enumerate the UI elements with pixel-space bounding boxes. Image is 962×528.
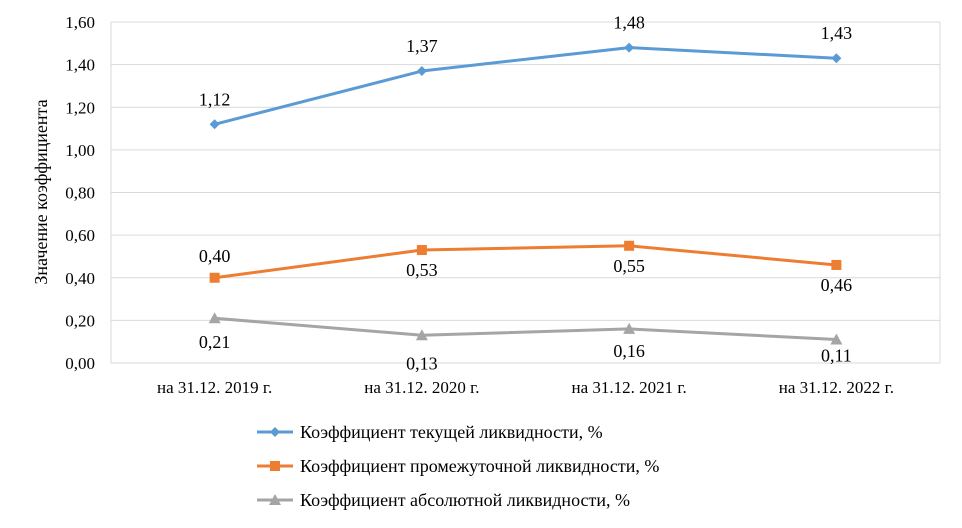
series-0-point-2 (624, 42, 635, 53)
data-label-1-3: 0,46 (821, 275, 853, 295)
y-tick-label-8: 1,60 (65, 13, 95, 32)
series-1-point-0 (209, 272, 220, 283)
gridlines (110, 21, 941, 364)
series-line-0 (213, 46, 838, 126)
series-line-2 (213, 316, 838, 342)
data-label-0-1: 1,37 (406, 36, 438, 56)
data-label-2-2: 0,16 (613, 341, 645, 361)
series-1 (209, 240, 842, 283)
y-tick-label-6: 1,20 (65, 98, 95, 117)
legend-label-1: Коэффициент промежуточной ликвидности, % (300, 456, 659, 476)
x-tick-label-3: на 31.12. 2022 г. (779, 378, 894, 397)
legend-marker-2 (269, 494, 281, 505)
y-tick-label-7: 1,40 (65, 56, 95, 75)
legend-marker-1 (270, 461, 280, 471)
data-labels: 1,12 1,37 1,48 1,43 0,40 0,53 0,55 0,46 0,21 0,13… (199, 13, 852, 374)
y-tick-label-4: 0,80 (65, 184, 95, 203)
legend-label-0: Коэффициент текущей ликвидности, % (300, 422, 603, 442)
x-tick-label-0: на 31.12. 2019 г. (157, 378, 272, 397)
data-label-2-3: 0,11 (821, 346, 852, 366)
legend: Коэффициент текущей ликвидности, % Коэффи… (257, 422, 659, 510)
series-2-point-3 (830, 333, 843, 345)
y-axis-title: Значение коэффициента (31, 99, 51, 284)
legend-label-2: Коэффициент абсолютной ликвидности, % (300, 490, 630, 510)
x-tick-label-2: на 31.12. 2021 г. (572, 378, 687, 397)
series-2-point-0 (208, 312, 221, 324)
series-0 (209, 42, 842, 130)
legend-item-1: Коэффициент промежуточной ликвидности, % (257, 456, 659, 476)
series-2 (208, 312, 843, 345)
y-axis-ticks: 0,00 0,20 0,40 0,60 0,80 1,00 1,20 1,40 1,60 (65, 13, 95, 373)
series-1-point-3 (831, 259, 842, 270)
data-label-1-1: 0,53 (406, 260, 438, 280)
data-label-1-2: 0,55 (613, 256, 645, 276)
legend-item-2: Коэффициент абсолютной ликвидности, % (257, 490, 630, 510)
y-tick-label-0: 0,00 (65, 354, 95, 373)
x-tick-label-1: на 31.12. 2020 г. (364, 378, 479, 397)
data-label-2-1: 0,13 (406, 353, 438, 373)
series-1-point-2 (624, 240, 635, 251)
x-axis-ticks: на 31.12. 2019 г. на 31.12. 2020 г. на 31.… (157, 378, 894, 397)
data-label-1-0: 0,40 (199, 246, 231, 266)
data-label-0-3: 1,43 (821, 23, 853, 43)
data-label-0-2: 1,48 (613, 13, 645, 33)
data-label-2-0: 0,21 (199, 332, 231, 352)
y-tick-label-3: 0,60 (65, 226, 95, 245)
legend-item-0: Коэффициент текущей ликвидности, % (257, 422, 603, 442)
series-1-point-1 (416, 245, 427, 256)
series-0-point-0 (209, 119, 220, 130)
series-0-point-1 (416, 66, 427, 77)
data-label-0-0: 1,12 (199, 89, 231, 109)
series-2-point-1 (415, 329, 428, 341)
series-line-1 (213, 244, 838, 280)
y-tick-label-2: 0,40 (65, 269, 95, 288)
series-group (208, 42, 843, 345)
y-tick-label-5: 1,00 (65, 141, 95, 160)
series-2-point-2 (623, 322, 636, 334)
y-tick-label-1: 0,20 (65, 311, 95, 330)
series-0-point-3 (831, 53, 842, 64)
legend-marker-0 (270, 427, 280, 437)
